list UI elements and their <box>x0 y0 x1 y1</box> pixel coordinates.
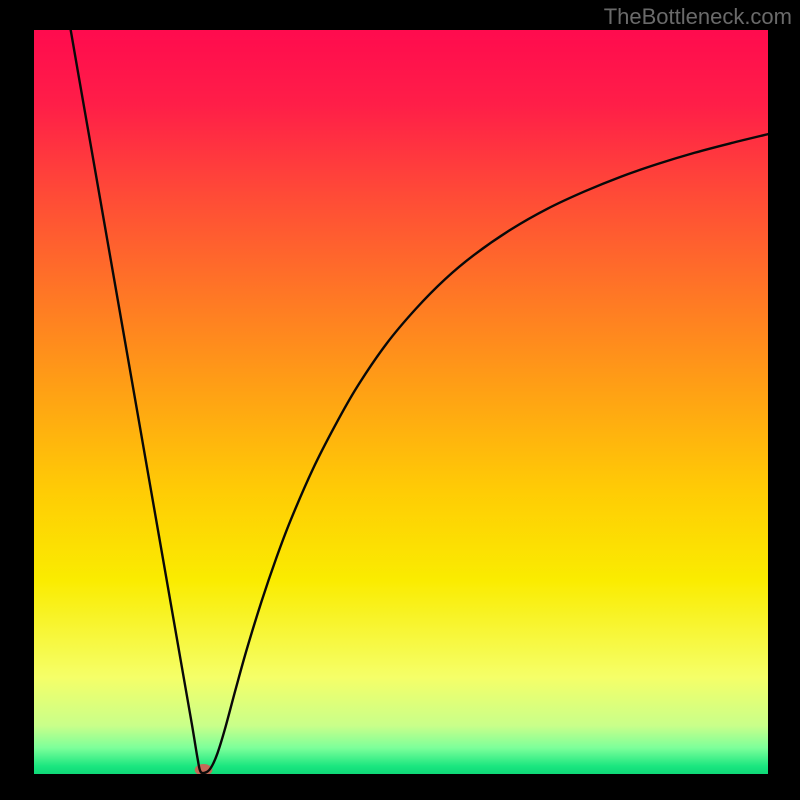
chart-container: TheBottleneck.com <box>0 0 800 800</box>
bottleneck-curve-chart <box>0 0 800 800</box>
plot-background <box>34 30 768 774</box>
watermark: TheBottleneck.com <box>604 4 792 30</box>
